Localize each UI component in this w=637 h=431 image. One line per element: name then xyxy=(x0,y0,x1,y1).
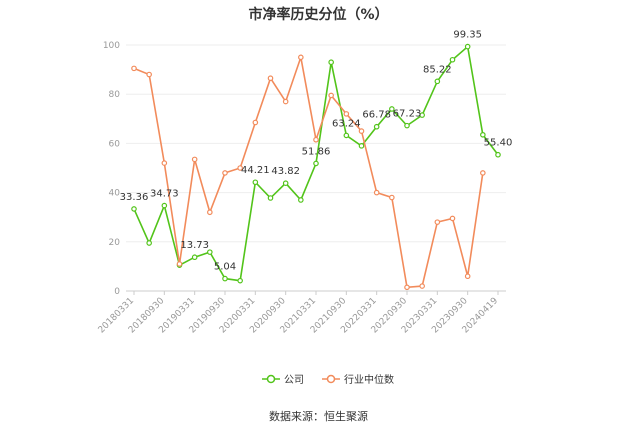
data-point xyxy=(222,275,228,282)
data-point xyxy=(191,156,198,163)
y-axis: 0 20 40 60 80 100 xyxy=(103,41,120,297)
data-point xyxy=(358,143,365,149)
data-point xyxy=(404,122,410,129)
y-tick-label: 0 xyxy=(114,287,120,297)
data-point xyxy=(464,43,471,50)
data-point xyxy=(252,179,259,186)
data-point xyxy=(191,254,198,261)
data-label: 5.04 xyxy=(214,262,236,273)
y-tick-label: 40 xyxy=(109,189,121,199)
data-label: 85.22 xyxy=(423,64,452,75)
data-point xyxy=(267,195,274,201)
legend-item-industry-median: 行业中位数 xyxy=(322,373,394,386)
data-label: 99.35 xyxy=(453,30,482,41)
data-point xyxy=(449,56,456,63)
data-point xyxy=(449,215,456,222)
data-point xyxy=(207,249,213,255)
data-point xyxy=(298,54,304,61)
y-tick-label: 80 xyxy=(109,90,121,100)
data-point xyxy=(434,219,441,225)
data-label: 66.78 xyxy=(362,110,391,121)
legend-item-company: 公司 xyxy=(262,374,304,386)
data-point xyxy=(176,261,183,267)
data-label: 33.36 xyxy=(120,192,149,203)
data-label: 44.21 xyxy=(241,165,270,176)
data-point xyxy=(161,160,168,166)
data-label: 43.82 xyxy=(271,166,300,177)
data-point xyxy=(480,170,486,176)
data-point xyxy=(464,273,471,280)
data-point xyxy=(313,160,319,167)
grid xyxy=(126,44,506,292)
data-point xyxy=(434,78,441,85)
chart-title: 市净率历史分位（%） xyxy=(248,7,389,23)
legend-swatch-marker xyxy=(266,374,276,384)
data-point xyxy=(282,98,289,105)
data-point xyxy=(222,170,228,176)
data-point xyxy=(252,119,259,126)
data-point xyxy=(343,132,350,139)
data-point xyxy=(298,197,304,203)
data-point xyxy=(146,71,152,78)
data-point xyxy=(419,112,425,118)
data-point xyxy=(267,75,274,82)
data-point xyxy=(313,136,319,143)
legend-label: 行业中位数 xyxy=(344,373,394,386)
data-point xyxy=(343,111,350,117)
data-point xyxy=(373,189,380,196)
data-point xyxy=(328,59,334,66)
data-point xyxy=(373,123,380,130)
legend: 公司 行业中位数 xyxy=(262,373,394,386)
data-point xyxy=(207,209,213,216)
data-label: 13.73 xyxy=(180,240,209,251)
data-point xyxy=(146,240,152,246)
data-point xyxy=(237,277,243,284)
data-point xyxy=(480,131,486,138)
data-point xyxy=(389,106,395,112)
data-point xyxy=(358,128,365,134)
data-point xyxy=(131,65,137,72)
data-label: 34.73 xyxy=(150,189,179,200)
data-point xyxy=(328,92,334,99)
y-tick-label: 20 xyxy=(109,238,121,248)
data-point xyxy=(237,165,243,171)
data-label: 63.24 xyxy=(332,118,361,129)
plot-area xyxy=(131,43,501,291)
data-label: 51.86 xyxy=(302,146,331,157)
data-point xyxy=(495,151,501,158)
data-point xyxy=(161,202,168,209)
source-note: 数据来源：恒生聚源 xyxy=(269,410,368,423)
data-point xyxy=(419,283,425,289)
data-label: 55.40 xyxy=(484,138,513,149)
x-axis: 2018033120180930201903312019093020200331… xyxy=(97,291,500,336)
legend-label: 公司 xyxy=(284,375,304,386)
y-tick-label: 100 xyxy=(103,41,120,51)
data-point xyxy=(131,206,137,212)
data-label: 67.23 xyxy=(393,109,422,120)
data-point xyxy=(282,180,289,187)
data-point xyxy=(389,194,395,201)
y-tick-label: 60 xyxy=(109,139,121,149)
legend-swatch-marker xyxy=(326,374,336,384)
data-point xyxy=(404,284,410,291)
series-line-industry-median xyxy=(133,54,484,289)
